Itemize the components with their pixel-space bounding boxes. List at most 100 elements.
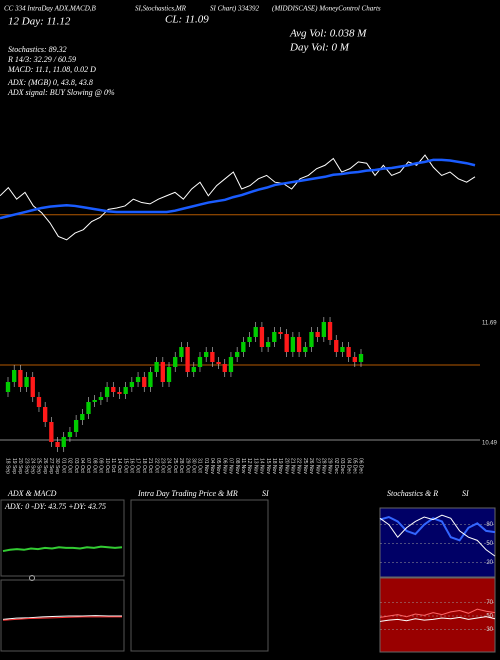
candle-body [142,377,147,387]
x-tick-label: 22 Oct [153,458,159,473]
candle-body [216,362,221,364]
x-tick-label: 19 Sep [11,458,17,474]
y-tick-label: 30 [486,627,493,633]
candle-body [55,442,60,447]
y-tick-label: 80 [486,522,493,528]
candle-body [185,347,190,372]
x-tick-label: 19 Nov [277,458,283,474]
candle-body [179,347,184,357]
candle-body [265,342,271,347]
candle-body [247,337,252,342]
macd-frame [0,579,125,652]
x-tick-label: 08 Nov [234,458,240,474]
x-tick-label: 14 Oct [116,458,122,473]
line-series [379,514,496,557]
candle-body [278,332,283,334]
candle-body [92,400,97,402]
candle-body [290,337,296,352]
y-tick-label: 70 [486,600,493,606]
line-series [379,608,496,618]
candle-body [61,437,66,447]
panel-title: ADX & MACD [7,489,57,498]
x-tick-label: 25 Nov [302,458,308,474]
icon [29,575,35,581]
header-item: SI,Stochastics,MR [135,5,187,13]
candle-body [67,432,73,437]
line-series [0,158,476,220]
candle-body [340,347,345,352]
candle-body [346,347,351,357]
candle-body [80,414,85,420]
x-tick-label: 11 Nov [240,458,246,474]
x-tick-label: 17 Oct [135,458,141,473]
header-item: (MIDDISCASE) MoneyControl Charts [272,5,381,13]
stat-line: MACD: 11.1, 11.08, 0.02 D [7,65,96,74]
x-tick-label: 14 Nov [259,458,265,474]
candle-body [30,377,35,397]
candle-body [303,347,308,352]
x-tick-label: 04 Dec [345,458,351,474]
x-tick-label: 02 Dec [333,458,339,474]
x-tick-label: 24 Sep [29,458,35,474]
candle-body [129,382,135,387]
x-tick-label: 25 Sep [36,458,42,474]
x-tick-label: 05 Dec [351,458,357,474]
candle-body [117,392,122,394]
candle-body [197,357,203,367]
candle-body [154,362,159,372]
panel-bg [379,507,496,578]
candle-body [12,370,17,382]
header-item: CC 334 IntraDay ADX,MACD,B [4,5,97,13]
x-tick-label: 29 Oct [184,458,190,473]
panel-title: Intra Day Trading Price & MR [137,489,238,498]
x-tick-label: 18 Oct [141,458,147,473]
candle-body [36,397,42,407]
x-tick-label: 20 Nov [283,458,289,474]
candle-body [73,420,79,432]
y-tick-label: 20 [486,560,493,566]
candle-body [5,382,11,392]
panel-title: SI [262,489,269,498]
adx-values: ADX: 0 -DY: 43.75 +DY: 43.75 [4,502,106,511]
x-tick-label: 12 Nov [246,458,252,474]
line-series [2,545,123,553]
x-tick-label: 31 Oct [197,458,203,473]
x-tick-label: 02 Oct [67,458,73,473]
stat-line: ADX signal: BUY Slowing @ 0% [7,88,115,97]
candle-body [352,357,357,362]
x-tick-label: 21 Oct [147,458,153,473]
x-tick-label: 18 Sep [5,458,11,474]
candle-body [327,322,333,340]
x-tick-label: 28 Oct [178,458,184,473]
x-tick-label: 04 Nov [209,458,215,474]
x-tick-label: 07 Nov [228,458,234,474]
x-tick-label: 07 Oct [85,458,91,473]
candle-body [173,357,178,367]
x-tick-label: 22 Nov [296,458,302,474]
x-tick-label: 24 Oct [166,458,172,473]
y-tick-label: 11.69 [482,321,497,327]
line-series [379,515,496,542]
x-tick-label: 04 Oct [79,458,85,473]
x-tick-label: 05 Nov [215,458,221,474]
x-tick-label: 08 Oct [91,458,97,473]
stat-line: R 14/3: 32.29 / 60.59 [7,55,76,64]
x-tick-label: 23 Oct [159,458,165,473]
candle-body [98,397,104,400]
y-tick-label: 50 [486,541,493,547]
x-tick-label: 28 Nov [321,458,327,474]
x-tick-label: 16 Oct [129,458,135,473]
x-tick-label: 06 Dec [358,458,364,474]
x-tick-label: 10 Oct [104,458,110,473]
x-tick-label: 09 Oct [98,458,104,473]
x-tick-label: 23 Sep [23,458,29,474]
x-tick-label: 26 Sep [42,458,48,474]
candle-body [191,367,196,372]
x-tick-label: 27 Sep [48,458,54,474]
day-volume: Day Vol: 0 M [289,42,350,54]
adx-frame [0,499,125,577]
x-tick-label: 13 Nov [252,458,258,474]
candle-body [309,332,314,347]
